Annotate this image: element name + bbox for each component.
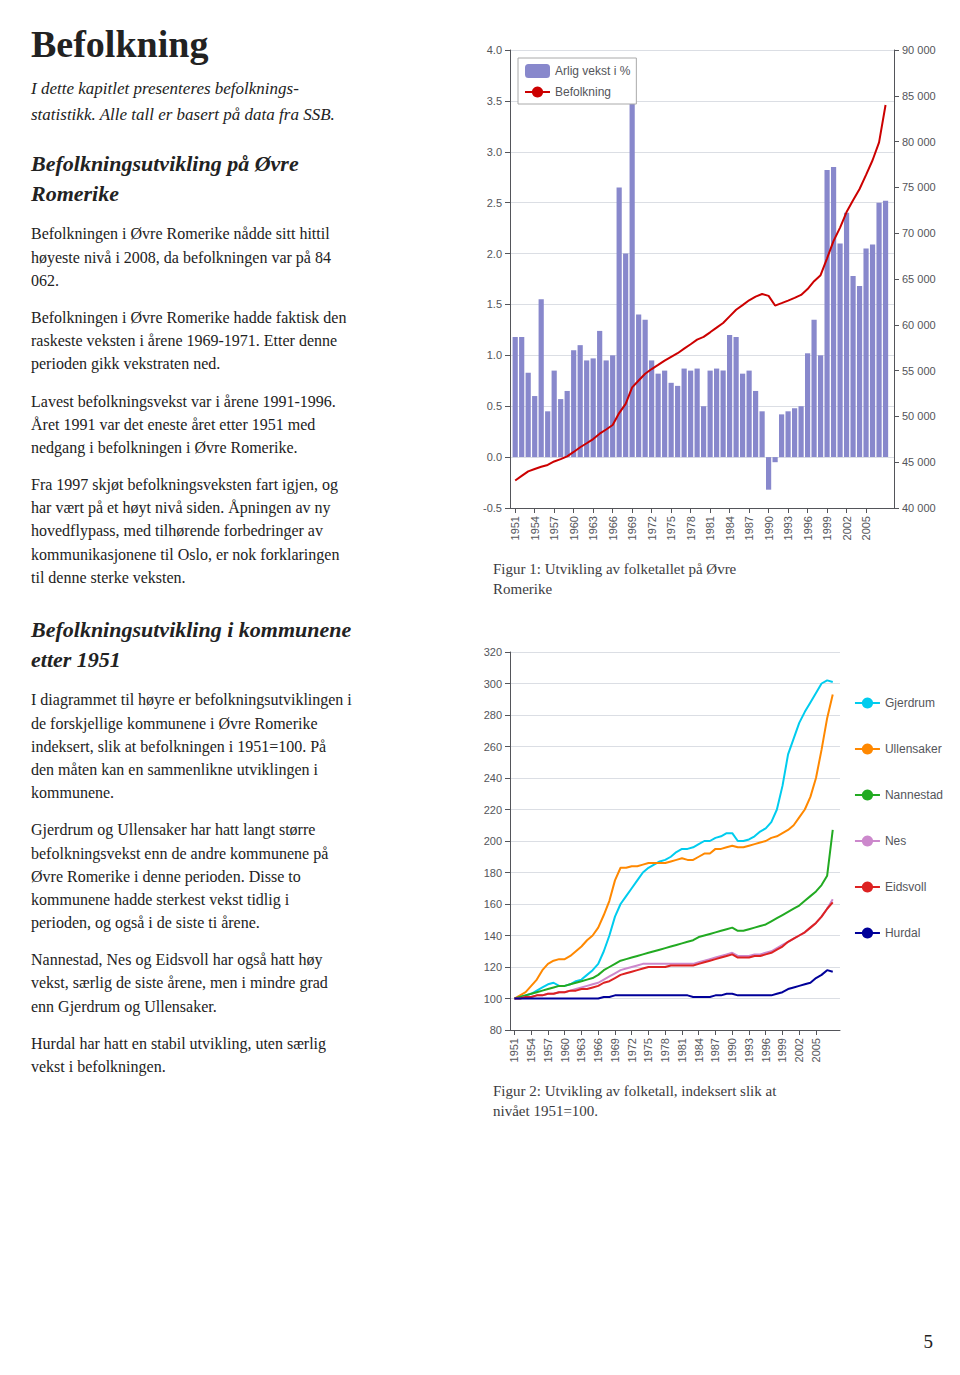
html-text:Hurdal har hatt en stabil utvi: Hurdal har hatt en stabil utvikling, ute… <box>31 1034 327 1075</box>
svg-text:1966: 1966 <box>607 516 619 540</box>
svg-text:320: 320 <box>484 646 502 658</box>
svg-text:1972: 1972 <box>646 516 658 540</box>
svg-text:45 000: 45 000 <box>902 456 936 468</box>
svg-text:2002: 2002 <box>841 516 853 540</box>
svg-text:1984: 1984 <box>693 1038 705 1062</box>
svg-text:120: 120 <box>484 961 502 973</box>
svg-text:2005: 2005 <box>810 1038 822 1062</box>
svg-text:-0.5: -0.5 <box>483 502 502 514</box>
svg-text:3.0: 3.0 <box>487 146 502 158</box>
svg-text:1993: 1993 <box>743 1038 755 1062</box>
svg-text:1957: 1957 <box>548 516 560 540</box>
svg-text:Gjerdrum: Gjerdrum <box>885 696 935 710</box>
svg-text:1.0: 1.0 <box>487 349 502 361</box>
html-text:Befolkning: Befolkning <box>31 23 209 65</box>
svg-text:1996: 1996 <box>760 1038 772 1062</box>
svg-text:1996: 1996 <box>802 516 814 540</box>
svg-text:1963: 1963 <box>575 1038 587 1062</box>
svg-text:300: 300 <box>484 678 502 690</box>
svg-text:65 000: 65 000 <box>902 273 936 285</box>
svg-text:1987: 1987 <box>709 1038 721 1062</box>
svg-text:240: 240 <box>484 772 502 784</box>
svg-text:100: 100 <box>484 993 502 1005</box>
svg-text:1963: 1963 <box>587 516 599 540</box>
svg-text:40 000: 40 000 <box>902 502 936 514</box>
svg-text:1975: 1975 <box>642 1038 654 1062</box>
svg-text:1960: 1960 <box>568 516 580 540</box>
html-text:Nannestad, Nes og Eidsvoll har: Nannestad, Nes og Eidsvoll har også hatt… <box>31 951 328 1015</box>
svg-text:1972: 1972 <box>626 1038 638 1062</box>
html-text:Befolkningen i Øvre Romerike n: Befolkningen i Øvre Romerike nådde sitt … <box>31 225 331 289</box>
html-text:Fra 1997 skjøt befolkningsveks: Fra 1997 skjøt befolkningsveksten fart i… <box>31 476 340 586</box>
svg-text:1975: 1975 <box>665 516 677 540</box>
svg-text:90 000: 90 000 <box>902 44 936 56</box>
svg-text:2.5: 2.5 <box>487 197 502 209</box>
svg-text:1999: 1999 <box>776 1038 788 1062</box>
html-text:Gjerdrum og Ullensaker har hat: Gjerdrum og Ullensaker har hatt langt st… <box>31 821 329 932</box>
svg-text:1981: 1981 <box>704 516 716 540</box>
svg-text:80: 80 <box>490 1024 502 1036</box>
svg-text:220: 220 <box>484 804 502 816</box>
html-text:Befolkningen i Øvre Romerike h: Befolkningen i Øvre Romerike hadde fakti… <box>31 308 347 373</box>
svg-text:1969: 1969 <box>609 1038 621 1062</box>
svg-text:260: 260 <box>484 741 502 753</box>
html-text:I dette kapitlet presenteres b: I dette kapitlet presenteres befolknings… <box>31 79 335 124</box>
svg-text:1960: 1960 <box>559 1038 571 1062</box>
svg-text:1969: 1969 <box>626 516 638 540</box>
svg-text:0.0: 0.0 <box>487 451 502 463</box>
svg-text:1957: 1957 <box>542 1038 554 1062</box>
svg-text:nivået 1951=100.: nivået 1951=100. <box>493 1103 598 1119</box>
svg-text:1.5: 1.5 <box>487 298 502 310</box>
svg-text:1984: 1984 <box>724 516 736 540</box>
svg-text:85 000: 85 000 <box>902 90 936 102</box>
svg-text:Nannestad: Nannestad <box>885 788 943 802</box>
svg-text:Arlig vekst i %: Arlig vekst i % <box>555 64 631 78</box>
svg-text:Hurdal: Hurdal <box>885 926 920 940</box>
svg-text:Romerike: Romerike <box>493 581 552 597</box>
svg-text:1951: 1951 <box>509 516 521 540</box>
svg-text:1978: 1978 <box>685 516 697 540</box>
svg-text:Figur 2: Utvikling av folketal: Figur 2: Utvikling av folketall, indekse… <box>493 1083 777 1099</box>
svg-text:2005: 2005 <box>860 516 872 540</box>
svg-text:1966: 1966 <box>592 1038 604 1062</box>
svg-text:60 000: 60 000 <box>902 319 936 331</box>
svg-text:Eidsvoll: Eidsvoll <box>885 880 926 894</box>
svg-text:4.0: 4.0 <box>487 44 502 56</box>
svg-text:1999: 1999 <box>821 516 833 540</box>
svg-text:1981: 1981 <box>676 1038 688 1062</box>
svg-text:1990: 1990 <box>726 1038 738 1062</box>
html-text:Befolkningsutvikling på Øvre R: Befolkningsutvikling på Øvre Romerike <box>31 151 299 206</box>
svg-text:70 000: 70 000 <box>902 227 936 239</box>
svg-text:1990: 1990 <box>763 516 775 540</box>
svg-text:160: 160 <box>484 898 502 910</box>
svg-text:1993: 1993 <box>782 516 794 540</box>
html-text:Befolkningsutvikling i kommune: Befolkningsutvikling i kommunene etter 1… <box>31 617 352 672</box>
svg-text:0.5: 0.5 <box>487 400 502 412</box>
svg-text:Figur 1: Utvikling av folketal: Figur 1: Utvikling av folketallet på Øvr… <box>493 561 737 577</box>
svg-text:200: 200 <box>484 835 502 847</box>
html-text:5: 5 <box>923 1331 933 1352</box>
svg-text:180: 180 <box>484 867 502 879</box>
svg-text:1978: 1978 <box>659 1038 671 1062</box>
svg-text:1954: 1954 <box>525 1038 537 1062</box>
svg-text:Ullensaker: Ullensaker <box>885 742 942 756</box>
svg-text:2.0: 2.0 <box>487 248 502 260</box>
svg-text:2002: 2002 <box>793 1038 805 1062</box>
html-text:Lavest befolkningsvekst var i: Lavest befolkningsvekst var i årene 1991… <box>31 392 336 456</box>
svg-text:3.5: 3.5 <box>487 95 502 107</box>
svg-text:1987: 1987 <box>743 516 755 540</box>
svg-text:80 000: 80 000 <box>902 136 936 148</box>
svg-text:140: 140 <box>484 930 502 942</box>
svg-text:280: 280 <box>484 709 502 721</box>
svg-text:50 000: 50 000 <box>902 410 936 422</box>
svg-text:Befolkning: Befolkning <box>555 85 611 99</box>
svg-text:Nes: Nes <box>885 834 906 848</box>
svg-text:55 000: 55 000 <box>902 365 936 377</box>
svg-text:1954: 1954 <box>529 516 541 540</box>
svg-text:1951: 1951 <box>508 1038 520 1062</box>
html-text:I diagrammet til høyre er befo: I diagrammet til høyre er befolkningsutv… <box>31 691 352 802</box>
svg-text:75 000: 75 000 <box>902 181 936 193</box>
